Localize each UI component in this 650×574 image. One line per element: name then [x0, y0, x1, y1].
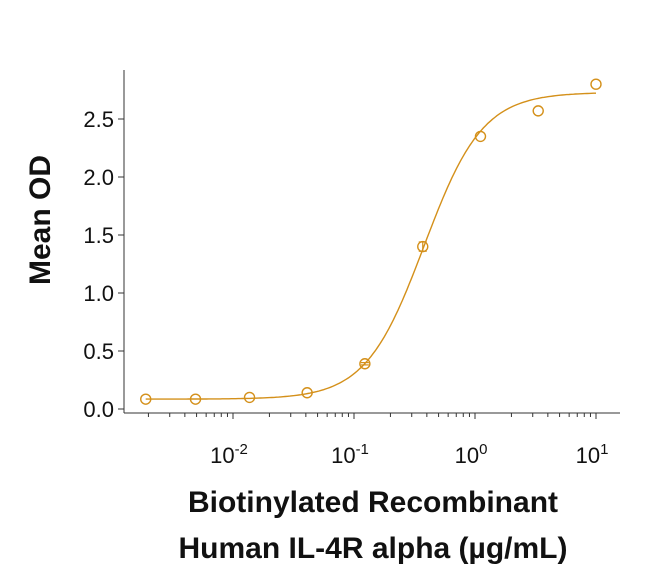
plot-marks	[140, 78, 602, 405]
y-tick-label: 0.5	[83, 339, 114, 364]
fit-curve	[145, 92, 596, 400]
data-point	[474, 130, 487, 143]
data-point	[243, 391, 256, 404]
data-point	[189, 393, 202, 405]
y-axis-title: Mean OD	[24, 155, 57, 285]
data-point	[301, 387, 313, 399]
data-point	[590, 78, 602, 90]
y-tick-label: 2.5	[83, 107, 114, 132]
x-tick-label: 10-1	[331, 441, 369, 468]
data-point	[532, 105, 544, 117]
axes: 0.0 0.5 1.0 1.5 2.0 2.5 10-2 10-1 100 101	[83, 70, 620, 468]
y-tick-label: 2.0	[83, 165, 114, 190]
x-axis-title-line-1: Biotinylated Recombinant	[188, 486, 558, 519]
data-point	[140, 393, 152, 405]
y-tick-label: 0.0	[83, 397, 114, 422]
x-tick-label: 101	[576, 441, 609, 468]
x-axis-title-line-2: Human IL-4R alpha (µg/mL)	[179, 532, 568, 565]
data-point	[417, 240, 429, 253]
y-tick-label: 1.5	[83, 223, 114, 248]
x-tick-label: 10-2	[210, 441, 248, 468]
y-tick-label: 1.0	[83, 281, 114, 306]
x-tick-label: 100	[455, 441, 488, 468]
data-point	[359, 358, 371, 370]
